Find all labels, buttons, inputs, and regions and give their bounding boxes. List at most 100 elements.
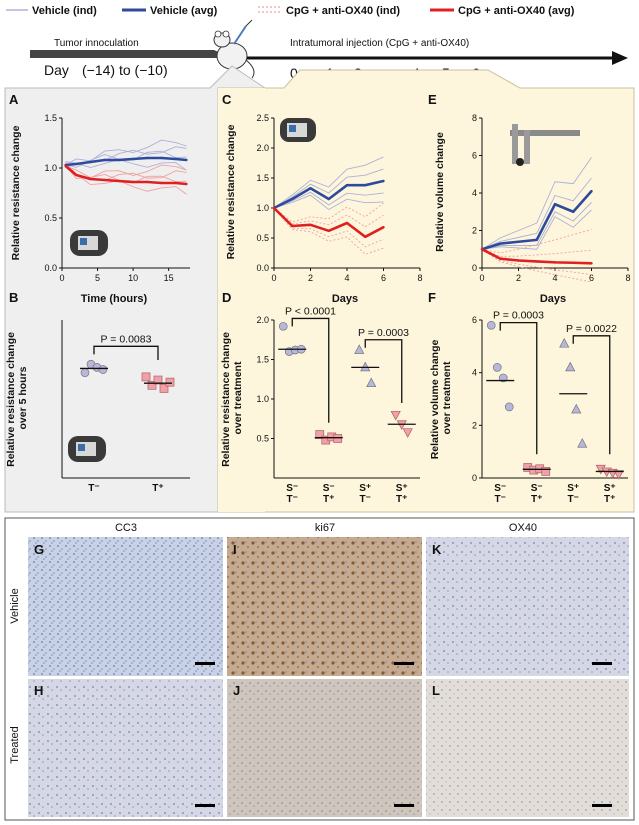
data-point: [75, 173, 78, 177]
data-point: [131, 180, 135, 184]
x-tick-label: 0: [271, 273, 276, 283]
chart-a-axes: 0 5 10 15 0.0 0.5 1.0 1.5: [44, 113, 190, 283]
y-tick-label: 1.0: [256, 203, 269, 213]
data-point: [278, 321, 288, 331]
chart-f-points: P = 0.0003 P = 0.0022: [486, 310, 624, 480]
chart-e-series: [480, 189, 593, 265]
data-point: [174, 157, 177, 161]
p-value-label: P = 0.0022: [566, 323, 617, 335]
individual-trace: [481, 248, 592, 283]
p-value-label: P = 0.0003: [358, 327, 409, 339]
category-label: S⁺: [567, 483, 579, 494]
legend-item-vehicle-ind: Vehicle (ind): [6, 5, 97, 17]
x-tick-label: 2: [308, 273, 313, 283]
x-tick-label: 6: [589, 273, 594, 283]
category-label: T⁻: [287, 494, 298, 505]
y-tick-label: 0: [472, 263, 477, 273]
data-point: [345, 221, 349, 225]
histology-image-i: [227, 537, 422, 676]
individual-trace: [273, 191, 384, 209]
data-point: [64, 164, 67, 168]
data-point: [146, 156, 149, 160]
data-point: [327, 197, 330, 201]
data-point: [553, 203, 557, 206]
legend: Vehicle (ind) Vehicle (avg) CpG + anti-O…: [6, 5, 575, 17]
chart-d-ylabel-line2: over treatment: [232, 361, 244, 434]
data-point: [366, 377, 377, 388]
data-point: [291, 224, 294, 228]
legend-item-cpg-ind: CpG + anti-OX40 (ind): [258, 5, 400, 17]
data-point: [117, 179, 121, 183]
scale-bar: [394, 662, 414, 665]
data-point: [146, 180, 149, 184]
individual-trace: [273, 207, 384, 228]
chart-c: 0 2 4 6 8 0.0 0.5 1.0 1.5 2.0 2.5 Days Relative re…: [225, 113, 423, 305]
category-label: T⁺: [604, 494, 615, 505]
significance-bracket: [364, 339, 403, 403]
category-label: T⁻: [88, 483, 99, 494]
significance-bracket: [93, 345, 159, 361]
chart-b-points: P = 0.0083: [80, 333, 175, 393]
y-tick-label: 0: [472, 473, 477, 483]
data-point: [390, 410, 401, 421]
data-point: [517, 259, 520, 262]
chart-e-xlabel: Days: [540, 293, 566, 305]
legend-label-cpg-ind: CpG + anti-OX40 (ind): [286, 5, 400, 17]
category-label: T⁺: [323, 494, 334, 505]
timeline-bar-left: [30, 50, 232, 58]
individual-trace: [481, 248, 592, 276]
data-point: [382, 179, 385, 183]
data-point: [103, 178, 106, 182]
histology-image-k: [426, 537, 629, 676]
panel-label-f: F: [428, 290, 436, 305]
panel-label-c: C: [222, 92, 232, 107]
individual-trace: [481, 202, 592, 250]
data-point: [103, 158, 106, 162]
x-tick-label: 4: [344, 273, 349, 283]
timeline-tumor-label: Tumor innoculation: [54, 38, 139, 49]
data-point: [590, 262, 593, 265]
y-tick-label: 2.0: [256, 143, 269, 153]
chart-e-individual-traces: [481, 157, 592, 283]
y-tick-label: 2: [472, 420, 477, 430]
timeline-day-range: (−14) to (−10): [82, 62, 168, 78]
individual-trace: [481, 177, 592, 250]
y-tick-label: 6: [472, 315, 477, 325]
data-point: [402, 428, 413, 438]
panel-label-l: L: [432, 683, 440, 698]
scale-bar: [195, 662, 215, 665]
data-point: [185, 182, 188, 186]
x-tick-label: 5: [95, 273, 100, 283]
individual-trace: [273, 194, 384, 211]
scale-bar: [394, 804, 414, 807]
individual-trace: [65, 159, 187, 171]
data-point: [535, 260, 538, 263]
category-label: T⁻: [568, 494, 579, 505]
panel-label-g: G: [34, 542, 44, 557]
data-point: [80, 368, 90, 378]
data-point: [160, 181, 163, 185]
significance-bracket: [291, 317, 330, 423]
data-point: [185, 158, 188, 162]
category-label: S⁺: [604, 483, 616, 494]
chart-d-ylabel-line1: Relative resistance change: [220, 332, 232, 467]
x-tick-label: 15: [164, 273, 174, 283]
data-point: [553, 261, 557, 264]
series-treated-avg: [64, 165, 187, 186]
timeline-day-0: 0: [290, 65, 298, 81]
timeline-injection-label: Intratumoral injection (CpG + anti-OX40): [290, 38, 469, 49]
histology-image-h: [28, 679, 223, 817]
individual-trace: [65, 146, 187, 166]
chart-f-ylabel: Relative volume change over treatment: [429, 337, 453, 460]
data-point: [517, 240, 520, 243]
category-label: S⁻: [531, 483, 543, 494]
sensor-device-icon-b: [68, 436, 106, 462]
chart-c-xlabel: Days: [332, 293, 358, 305]
individual-trace: [65, 162, 187, 195]
histology-row-vehicle: Vehicle: [9, 588, 21, 623]
panel-label-d: D: [222, 290, 231, 305]
category-label: T⁺: [531, 494, 542, 505]
y-tick-label: 0.5: [44, 213, 57, 223]
